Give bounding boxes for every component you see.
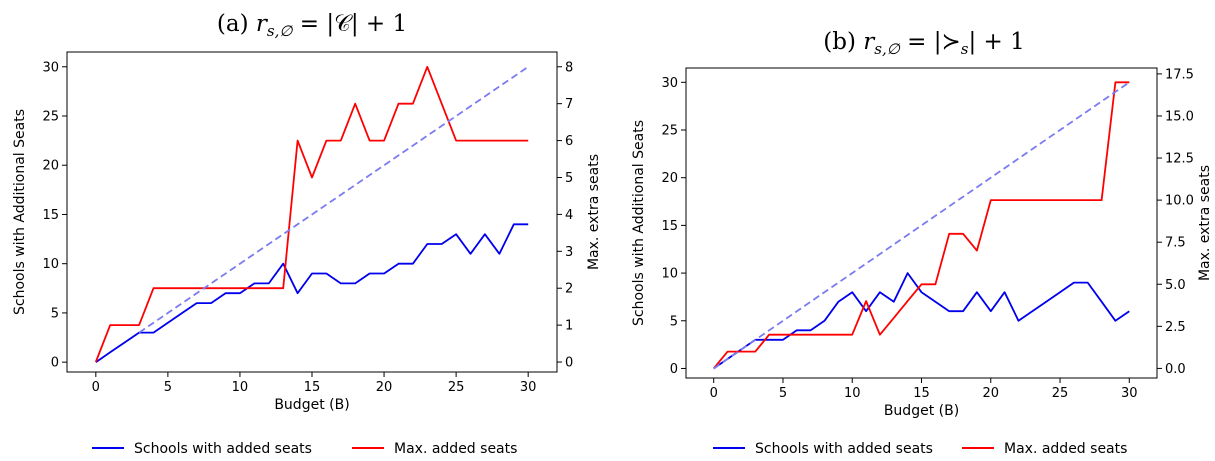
chart2-title: (b) rs,∅ = |≻s| + 1 [823, 29, 1024, 58]
chart2-x-tick-label: 25 [1052, 386, 1069, 401]
chart2-y2-tick-label: 7.5 [1165, 236, 1186, 251]
chart1-title-prefix: (a) [217, 11, 256, 37]
chart2-y-tick-label: 10 [661, 267, 678, 282]
chart1-y-tick-label: 20 [42, 159, 59, 174]
chart1-y2-tick-label: 5 [565, 171, 573, 186]
chart2-y-tick-label: 0 [670, 362, 678, 377]
chart1-x-tick-label: 25 [448, 380, 465, 395]
chart1-y2-tick-label: 4 [565, 208, 573, 223]
chart1-y2-axis-label: Max. extra seats [586, 154, 602, 270]
chart2-title-subscript: s,∅ [874, 40, 900, 58]
chart2-title-symbol: r [863, 29, 876, 55]
chart1-panel: (a) rs,∅ = |𝒞| + 10 5 10 15 20 25 300510152025… [12, 11, 602, 457]
chart2-y2-tick-label: 5.0 [1165, 278, 1186, 293]
chart1-x-axis-label: Budget (B) [274, 397, 349, 413]
chart2-y-tick-label: 15 [661, 219, 678, 234]
chart2-title-prefix: (b) [823, 29, 863, 55]
chart1-schools-added-seats-line [95, 223, 529, 363]
chart2-x-axis-label: Budget (B) [884, 403, 959, 419]
chart2-y-tick-label: 25 [661, 124, 678, 139]
chart2-title-subscript-2: s [961, 40, 969, 58]
chart2-title-rest: = |≻ [900, 29, 961, 55]
chart2-y-tick-label: 5 [670, 314, 678, 329]
chart1-title-rest: = |𝒞| + 1 [292, 11, 407, 37]
chart2-y-tick-label: 20 [661, 171, 678, 186]
chart1-x-tick-label: 5 [164, 380, 172, 395]
chart1-y2-tick-label: 8 [565, 60, 573, 75]
chart1-y-tick-label: 0 [51, 356, 59, 371]
chart1-legend-label: Schools with added seats [134, 441, 312, 457]
chart1-max-added-seats-line [94, 65, 529, 363]
chart2-x-tick-label: 10 [844, 386, 861, 401]
chart2-title-rest-2: | + 1 [968, 29, 1024, 55]
chart2-x-tick-label: 20 [982, 386, 999, 401]
chart2-y2-tick-label: 0.0 [1165, 362, 1186, 377]
chart2-x-tick-label: 0 [710, 386, 718, 401]
chart1-y-tick-label: 30 [42, 60, 59, 75]
chart2-reference-diagonal-line [713, 81, 1130, 370]
chart2-y2-axis-label: Max. extra seats [1197, 165, 1213, 281]
chart1-y-tick-label: 25 [42, 110, 59, 125]
chart2-y2-tick-label: 12.5 [1165, 152, 1194, 167]
chart1-title-symbol: r [256, 11, 269, 37]
chart2-x-tick-label: 30 [1121, 386, 1138, 401]
chart1-x-tick-label: 10 [232, 380, 249, 395]
chart1-y2-tick-label: 0 [565, 356, 573, 371]
chart1-y2-tick-label: 6 [565, 134, 573, 149]
chart2-y2-tick-label: 10.0 [1165, 194, 1194, 209]
chart1-y-tick-label: 10 [42, 257, 59, 272]
chart2-max-added-seats-line [713, 81, 1130, 369]
chart1-y2-tick-label: 3 [565, 245, 573, 260]
chart1-reference-diagonal-line [138, 66, 529, 334]
chart1-title: (a) rs,∅ = |𝒞| + 1 [217, 11, 407, 40]
chart1-plot-frame [66, 51, 558, 373]
chart1-x-tick-label: 20 [376, 380, 393, 395]
chart2-schools-added-seats-line [713, 272, 1130, 370]
chart2-y2-tick-label: 2.5 [1165, 320, 1186, 335]
chart1-y-tick-label: 5 [51, 306, 59, 321]
chart2-x-tick-label: 5 [779, 386, 787, 401]
chart1-legend-label: Max. added seats [394, 441, 517, 457]
chart1-x-tick-label: 30 [520, 380, 537, 395]
chart1-y2-tick-label: 2 [565, 282, 573, 297]
chart2-y2-tick-label: 17.5 [1165, 67, 1194, 82]
chart1-title-subscript: s,∅ [267, 22, 293, 40]
chart2-y-axis-label: Schools with Additional Seats [631, 120, 647, 326]
chart2-legend-label: Max. added seats [1004, 441, 1127, 457]
chart2-x-tick-label: 15 [913, 386, 930, 401]
chart1-y-axis-label: Schools with Additional Seats [12, 109, 28, 315]
chart2-y-tick-label: 30 [661, 76, 678, 91]
chart1-x-tick-label: 15 [304, 380, 321, 395]
chart2-plot-frame [685, 67, 1158, 379]
chart2-legend-label: Schools with added seats [755, 441, 933, 457]
chart1-x-tick-label: 0 [92, 380, 100, 395]
chart1-y2-tick-label: 1 [565, 319, 573, 334]
chart1-y-tick-label: 15 [42, 208, 59, 223]
chart2-panel: (b) rs,∅ = |≻s| + 1 0 5 10 15 20 25 30 0 5 10 15 20 2… [631, 29, 1213, 457]
chart1-y2-tick-label: 7 [565, 97, 573, 112]
chart2-y2-tick-label: 15.0 [1165, 109, 1194, 124]
